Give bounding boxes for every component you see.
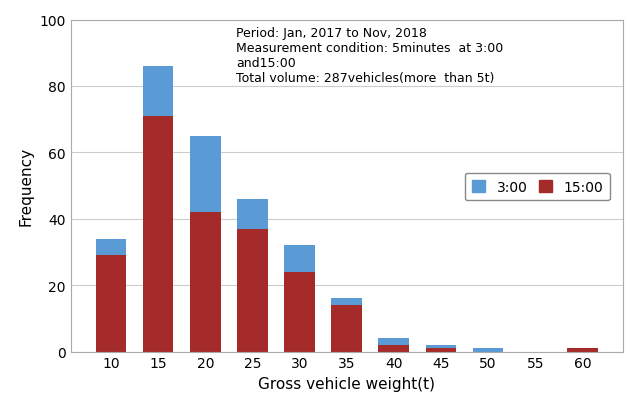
Bar	[143, 117, 173, 352]
Y-axis label: Frequency: Frequency	[19, 147, 34, 225]
Bar	[331, 299, 362, 306]
Bar	[426, 348, 456, 352]
Bar	[237, 229, 268, 352]
Bar	[284, 246, 315, 272]
Legend: 3:00, 15:00: 3:00, 15:00	[465, 173, 611, 201]
Bar	[473, 348, 503, 352]
Text: Period: Jan, 2017 to Nov, 2018
Measurement condition: 5minutes  at 3:00
and15:00: Period: Jan, 2017 to Nov, 2018 Measureme…	[236, 27, 503, 85]
Bar	[379, 339, 409, 345]
Bar	[96, 256, 126, 352]
Bar	[96, 239, 126, 256]
Bar	[284, 272, 315, 352]
Bar	[379, 345, 409, 352]
Bar	[567, 348, 598, 352]
Bar	[237, 199, 268, 229]
X-axis label: Gross vehicle weight(t): Gross vehicle weight(t)	[258, 376, 435, 391]
Bar	[190, 136, 221, 213]
Bar	[426, 345, 456, 348]
Bar	[331, 306, 362, 352]
Bar	[190, 213, 221, 352]
Bar	[143, 67, 173, 117]
